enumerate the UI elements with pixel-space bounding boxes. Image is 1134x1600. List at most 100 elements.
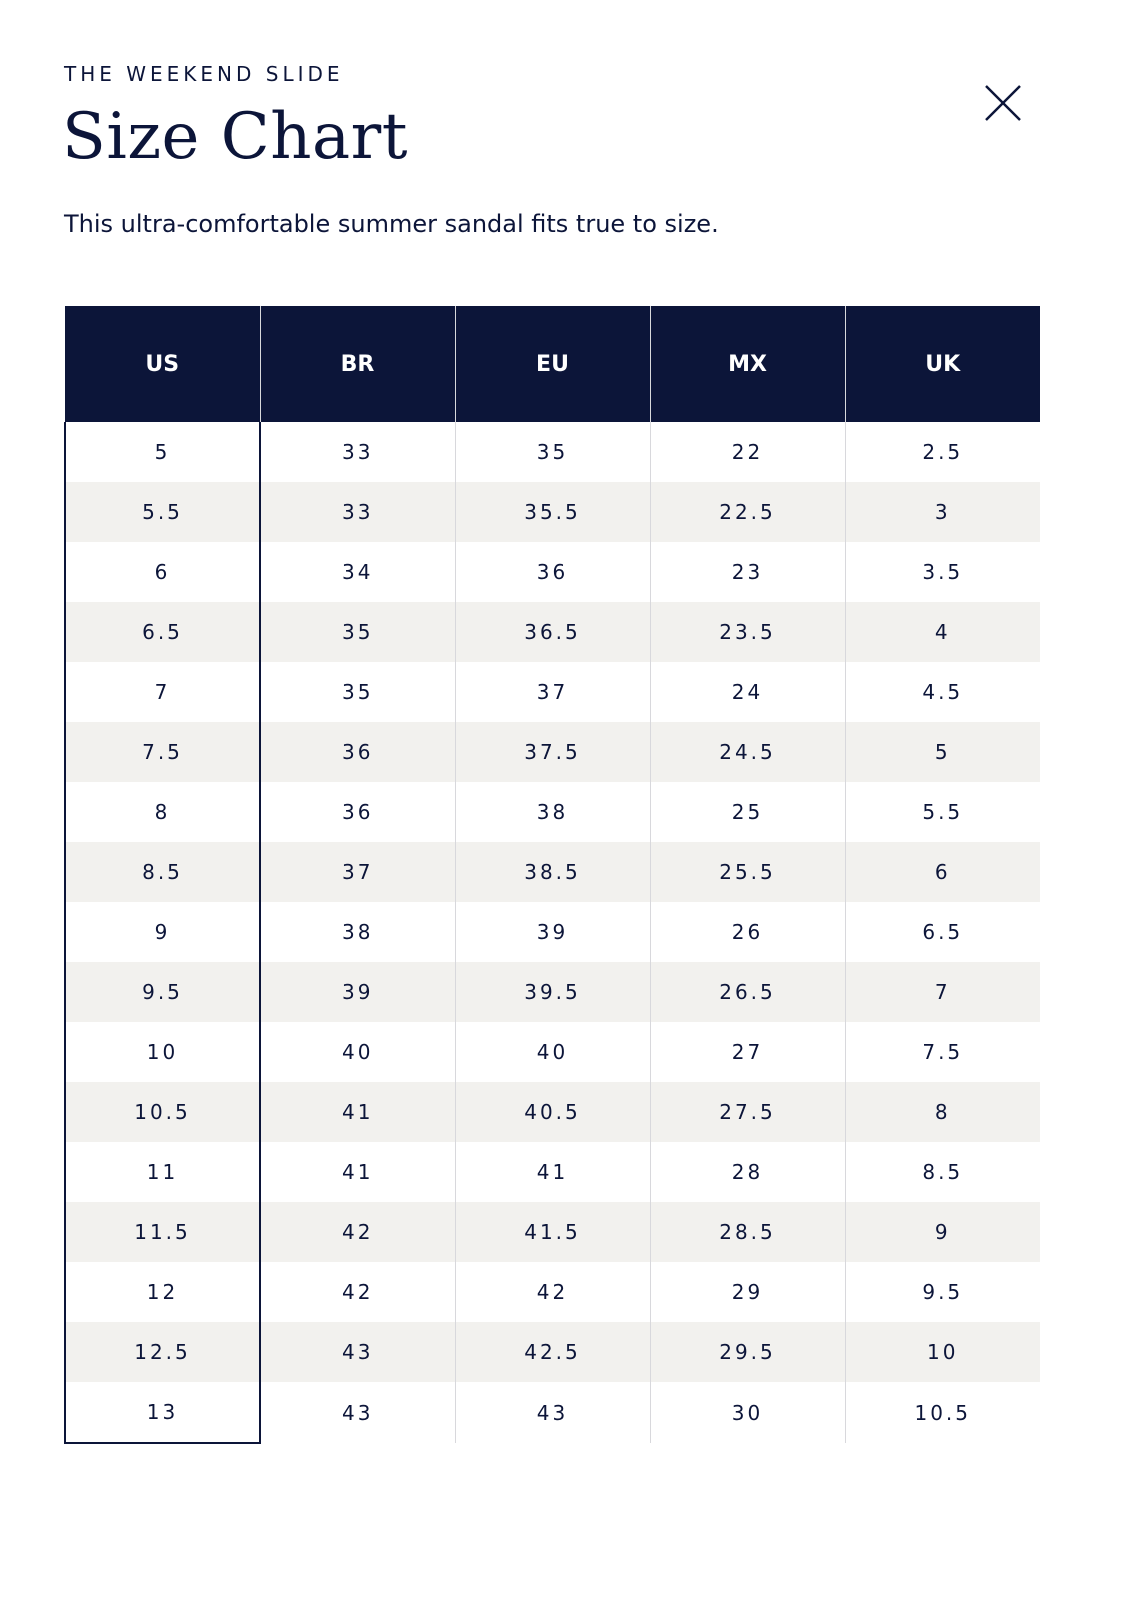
table-cell: 9.5 <box>844 1262 1040 1322</box>
table-cell: 22 <box>649 422 845 482</box>
table-cell: 42 <box>259 1262 455 1322</box>
table-cell: 36 <box>454 542 650 602</box>
table-cell: 42 <box>454 1262 650 1322</box>
table-cell: 38 <box>259 902 455 962</box>
table-cell: 41 <box>454 1142 650 1202</box>
table-cell: 7 <box>844 962 1040 1022</box>
table-row: 7.5 36 37.5 24.5 5 <box>64 722 1040 782</box>
table-cell: 34 <box>259 542 455 602</box>
table-cell: 10.5 <box>64 1082 261 1142</box>
table-cell: 7.5 <box>64 722 261 782</box>
table-row: 9 38 39 26 6.5 <box>64 902 1040 962</box>
column-header: EU <box>454 306 650 422</box>
table-row: 6.5 35 36.5 23.5 4 <box>64 602 1040 662</box>
table-cell: 41 <box>259 1142 455 1202</box>
table-cell: 10 <box>64 1022 261 1082</box>
table-cell: 11 <box>64 1142 261 1202</box>
table-row: 10.5 41 40.5 27.5 8 <box>64 1082 1040 1142</box>
table-cell: 8.5 <box>844 1142 1040 1202</box>
table-cell: 25 <box>649 782 845 842</box>
table-cell: 10.5 <box>844 1382 1040 1443</box>
table-cell: 41 <box>259 1082 455 1142</box>
table-row: 10 40 40 27 7.5 <box>64 1022 1040 1082</box>
table-cell: 40 <box>259 1022 455 1082</box>
close-button[interactable] <box>980 80 1026 126</box>
table-cell: 23.5 <box>649 602 845 662</box>
table-cell: 27.5 <box>649 1082 845 1142</box>
table-cell: 43 <box>454 1382 650 1443</box>
table-cell: 5.5 <box>64 482 261 542</box>
table-cell: 22.5 <box>649 482 845 542</box>
table-cell: 24.5 <box>649 722 845 782</box>
table-cell: 6.5 <box>64 602 261 662</box>
table-cell: 43 <box>259 1382 455 1443</box>
description: This ultra-comfortable summer sandal fit… <box>64 210 719 238</box>
table-cell: 6 <box>844 842 1040 902</box>
table-row: 13 43 43 30 10.5 <box>64 1382 1040 1444</box>
column-header: BR <box>259 306 455 422</box>
table-cell: 10 <box>844 1322 1040 1382</box>
table-cell: 40.5 <box>454 1082 650 1142</box>
table-cell: 11.5 <box>64 1202 261 1262</box>
table-cell: 27 <box>649 1022 845 1082</box>
table-row: 11.5 42 41.5 28.5 9 <box>64 1202 1040 1262</box>
table-cell: 5 <box>64 422 261 482</box>
table-row: 5.5 33 35.5 22.5 3 <box>64 482 1040 542</box>
table-cell: 8 <box>64 782 261 842</box>
close-icon <box>985 85 1021 121</box>
table-cell: 38.5 <box>454 842 650 902</box>
table-head: US BR EU MX UK <box>65 306 1040 422</box>
table-cell: 9 <box>64 902 261 962</box>
table-cell: 6 <box>64 542 261 602</box>
table-row: 8.5 37 38.5 25.5 6 <box>64 842 1040 902</box>
table-cell: 28.5 <box>649 1202 845 1262</box>
header-row: US BR EU MX UK <box>65 306 1040 422</box>
table-cell: 4 <box>844 602 1040 662</box>
table-cell: 36 <box>259 782 455 842</box>
title: Size Chart <box>62 100 408 174</box>
table-cell: 4.5 <box>844 662 1040 722</box>
table-cell: 39.5 <box>454 962 650 1022</box>
table-cell: 28 <box>649 1142 845 1202</box>
table-cell: 29.5 <box>649 1322 845 1382</box>
table-cell: 36.5 <box>454 602 650 662</box>
table-cell: 9.5 <box>64 962 261 1022</box>
table-row: 9.5 39 39.5 26.5 7 <box>64 962 1040 1022</box>
table-cell: 39 <box>259 962 455 1022</box>
table-cell: 41.5 <box>454 1202 650 1262</box>
table-row: 12.5 43 42.5 29.5 10 <box>64 1322 1040 1382</box>
table-cell: 6.5 <box>844 902 1040 962</box>
table-cell: 35 <box>259 662 455 722</box>
table-cell: 42.5 <box>454 1322 650 1382</box>
table-cell: 35 <box>454 422 650 482</box>
table-row: 12 42 42 29 9.5 <box>64 1262 1040 1322</box>
table-cell: 37 <box>454 662 650 722</box>
column-header: US <box>65 306 260 422</box>
table-cell: 36 <box>259 722 455 782</box>
table-cell: 3 <box>844 482 1040 542</box>
table-row: 11 41 41 28 8.5 <box>64 1142 1040 1202</box>
table-cell: 43 <box>259 1322 455 1382</box>
table-cell: 7 <box>64 662 261 722</box>
table-row: 7 35 37 24 4.5 <box>64 662 1040 722</box>
table-cell: 40 <box>454 1022 650 1082</box>
table-cell: 13 <box>64 1382 261 1444</box>
table-cell: 26 <box>649 902 845 962</box>
table-cell: 12.5 <box>64 1322 261 1382</box>
table-cell: 9 <box>844 1202 1040 1262</box>
size-table: US BR EU MX UK 5 33 35 22 2.5 5.5 33 35.5 22.5 3 6 34 36… <box>64 306 1040 1444</box>
eyebrow: THE WEEKEND SLIDE <box>64 62 344 86</box>
table-row: 5 33 35 22 2.5 <box>64 422 1040 482</box>
table-cell: 39 <box>454 902 650 962</box>
table-cell: 12 <box>64 1262 261 1322</box>
table-cell: 5.5 <box>844 782 1040 842</box>
table-row: 8 36 38 25 5.5 <box>64 782 1040 842</box>
table-cell: 42 <box>259 1202 455 1262</box>
table-row: 6 34 36 23 3.5 <box>64 542 1040 602</box>
table-cell: 8 <box>844 1082 1040 1142</box>
table-cell: 25.5 <box>649 842 845 902</box>
column-header: MX <box>649 306 845 422</box>
table-body: 5 33 35 22 2.5 5.5 33 35.5 22.5 3 6 34 36 23 3.5 6.5 35 3… <box>64 422 1040 1444</box>
